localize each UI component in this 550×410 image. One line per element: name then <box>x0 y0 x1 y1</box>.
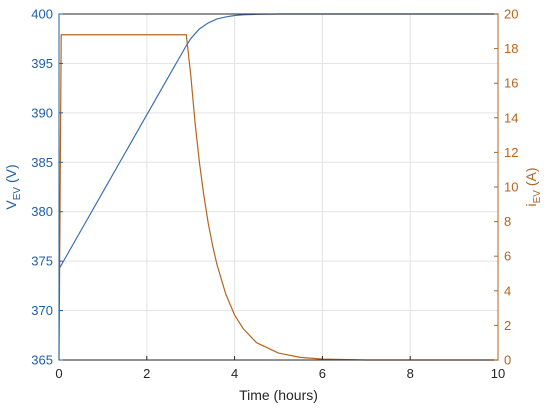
left-y-tick-label: 380 <box>31 204 53 219</box>
right-y-axis-title-subscript: EV <box>532 190 543 204</box>
left-y-tick-label: 385 <box>31 155 53 170</box>
x-axis-title: Time (hours) <box>239 387 318 403</box>
x-tick-label: 6 <box>319 366 326 381</box>
right-y-tick-label: 8 <box>504 214 511 229</box>
left-y-axis-title-main: V <box>3 200 19 210</box>
left-y-axis-title: VEV (V) <box>3 164 23 209</box>
right-y-tick-label: 6 <box>504 249 511 264</box>
right-y-tick-label: 14 <box>504 110 518 125</box>
x-tick-label: 4 <box>231 366 238 381</box>
x-tick-label: 10 <box>491 366 505 381</box>
left-y-tick-label: 390 <box>31 105 53 120</box>
left-y-tick-label: 400 <box>31 7 53 22</box>
grid <box>59 14 498 360</box>
right-y-tick-label: 2 <box>504 318 511 333</box>
plot-area-frame <box>58 13 499 361</box>
left-y-tick-label: 370 <box>31 303 53 318</box>
left-y-axis-title-subscript: EV <box>12 187 23 201</box>
right-y-tick-label: 16 <box>504 76 518 91</box>
right-y-tick-label: 0 <box>504 353 511 368</box>
right-y-axis-title-unit: (A) <box>523 167 539 190</box>
plot-series <box>58 13 498 361</box>
right-y-tick-label: 4 <box>504 283 511 298</box>
left-y-tick-label: 375 <box>31 254 53 269</box>
right-y-axis-title-main: i <box>523 203 539 206</box>
right-y-axis-title: iEV (A) <box>523 167 543 206</box>
x-tick-label: 2 <box>143 366 150 381</box>
right-y-axis: 0 2 4 6 8 10 12 14 16 18 20 <box>494 7 518 368</box>
right-y-tick-label: 20 <box>504 7 518 22</box>
current-series-line <box>58 34 498 361</box>
left-y-axis-title-unit: (V) <box>3 164 19 187</box>
x-tick-label: 8 <box>407 366 414 381</box>
right-y-tick-label: 10 <box>504 180 518 195</box>
voltage-series-line <box>58 13 498 270</box>
right-y-tick-label: 18 <box>504 41 518 56</box>
left-y-axis: 365 370 375 380 385 390 395 400 <box>31 7 63 368</box>
right-y-tick-label: 12 <box>504 145 518 160</box>
left-y-tick-label: 365 <box>31 353 53 368</box>
left-y-tick-label: 395 <box>31 56 53 71</box>
x-tick-label: 0 <box>55 366 62 381</box>
